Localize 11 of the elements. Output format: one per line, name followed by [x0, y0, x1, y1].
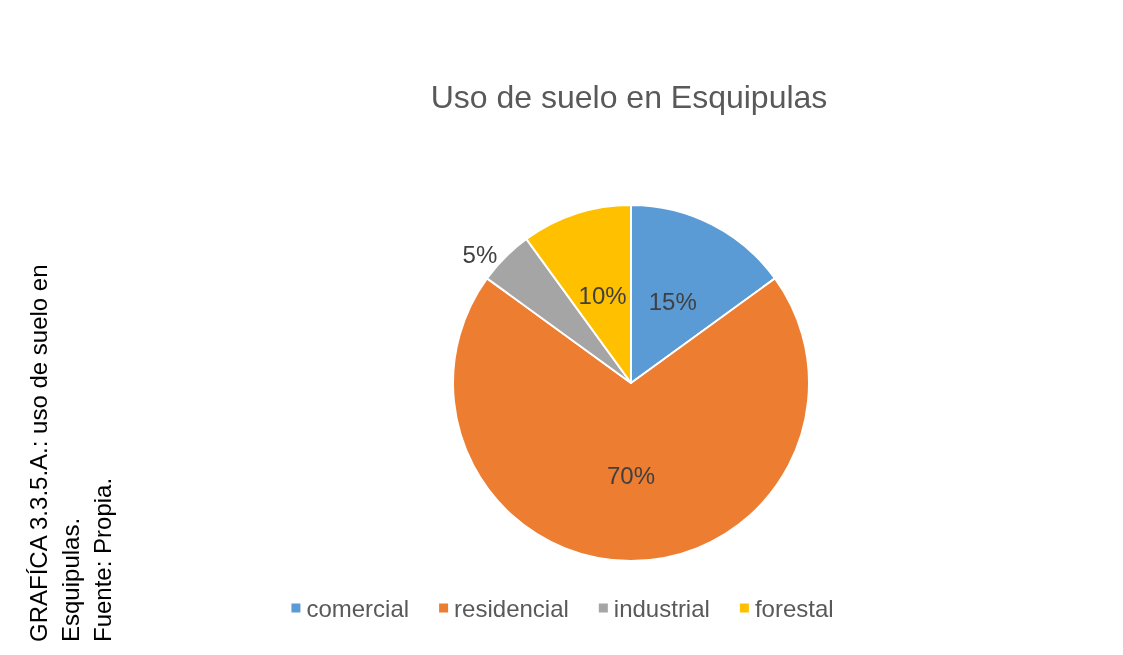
legend-label: industrial: [613, 594, 710, 622]
legend-label: comercial: [306, 594, 410, 622]
data-label: 5%: [462, 240, 498, 268]
text: GRAFÍCA 3.3.5.A.: uso de suelo en Esquipulas.: [24, 257, 84, 642]
legend-label: forestal: [754, 594, 834, 622]
data-label: 10%: [578, 282, 627, 309]
data-label: 70%: [606, 461, 656, 489]
chart-title: Uso de suelo en Esquipulas: [430, 79, 828, 115]
data-label: 15%: [648, 287, 697, 315]
source-note: Fuente: Propia.: [88, 477, 116, 642]
legend-label: residencial: [454, 594, 569, 622]
